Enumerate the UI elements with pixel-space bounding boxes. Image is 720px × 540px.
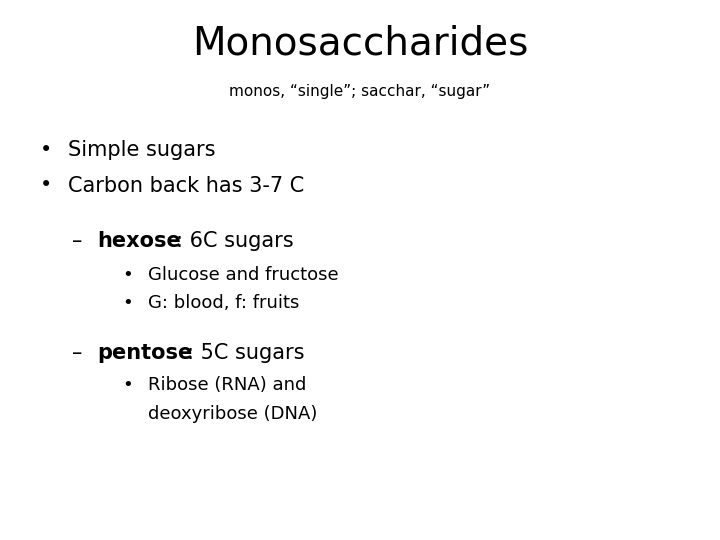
Text: Ribose (RNA) and: Ribose (RNA) and [148, 376, 306, 394]
Text: : 5C sugars: : 5C sugars [187, 343, 305, 363]
Text: •: • [40, 140, 52, 160]
Text: •: • [122, 266, 133, 284]
Text: pentose: pentose [97, 343, 192, 363]
Text: Glucose and fructose: Glucose and fructose [148, 266, 338, 284]
Text: –: – [72, 231, 82, 251]
Text: G: blood, f: fruits: G: blood, f: fruits [148, 294, 299, 312]
Text: –: – [72, 343, 82, 363]
Text: monos, “single”; sacchar, “sugar”: monos, “single”; sacchar, “sugar” [230, 84, 490, 99]
Text: •: • [122, 294, 133, 312]
Text: Monosaccharides: Monosaccharides [192, 24, 528, 62]
Text: hexose: hexose [97, 231, 181, 251]
Text: Simple sugars: Simple sugars [68, 140, 216, 160]
Text: : 6C sugars: : 6C sugars [176, 231, 294, 251]
Text: •: • [40, 176, 52, 195]
Text: deoxyribose (DNA): deoxyribose (DNA) [148, 405, 317, 423]
Text: •: • [122, 376, 133, 394]
Text: Carbon back has 3-7 C: Carbon back has 3-7 C [68, 176, 305, 195]
